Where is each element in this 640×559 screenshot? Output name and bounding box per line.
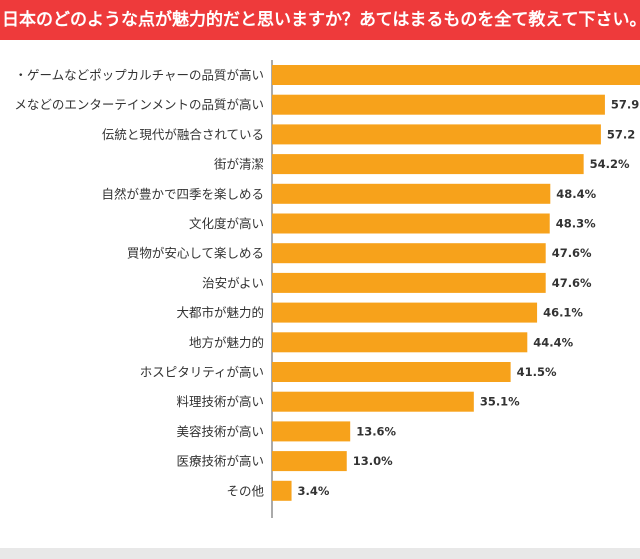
category-label-8: 大都市が魅力的 [176, 305, 264, 320]
bar-7 [272, 272, 546, 293]
category-label-0: ・ゲームなどポップカルチャーの品質が高い [14, 68, 264, 83]
value-label-11: 35.1% [480, 395, 520, 409]
value-label-2: 57.2 [607, 127, 635, 141]
value-label-5: 48.3% [556, 217, 596, 231]
category-label-7: 治安がよい [202, 275, 264, 290]
bar-13 [272, 451, 347, 472]
bar-2 [272, 124, 601, 145]
value-label-10: 41.5% [517, 365, 557, 379]
category-label-10: ホスピタリティが高い [140, 365, 264, 380]
bottom-strip [0, 548, 640, 559]
value-label-7: 47.6% [552, 276, 592, 290]
bar-3 [272, 154, 584, 175]
bar-5 [272, 213, 550, 234]
bar-6 [272, 243, 546, 264]
value-label-3: 54.2% [590, 157, 630, 171]
category-label-2: 伝統と現代が融合されている [102, 127, 264, 142]
value-label-13: 13.0% [353, 454, 393, 468]
category-label-12: 美容技術が高い [176, 424, 264, 439]
category-label-9: 地方が魅力的 [189, 335, 264, 350]
value-label-8: 46.1% [543, 306, 583, 320]
category-label-11: 料理技術が高い [176, 394, 264, 409]
category-label-6: 買物が安心して楽しめる [127, 246, 264, 261]
bar-12 [272, 421, 351, 442]
category-label-3: 街が清潔 [214, 157, 264, 172]
value-label-12: 13.6% [356, 424, 396, 438]
category-label-1: メなどのエンターテインメントの品質が高い [14, 97, 264, 112]
bar-4 [272, 183, 551, 204]
bar-chart: ・ゲームなどポップカルチャーの品質が高いメなどのエンターテインメントの品質が高い… [14, 60, 640, 518]
value-label-4: 48.4% [556, 187, 596, 201]
category-label-14: その他 [226, 483, 264, 498]
category-label-4: 自然が豊かで四季を楽しめる [101, 186, 264, 201]
chart-title: 日本のどのような点が魅力的だと思いますか？あてはまるものを全て教えて下さい。（複… [0, 0, 640, 40]
bar-0 [272, 65, 640, 85]
bar-10 [272, 362, 511, 382]
value-label-6: 47.6% [552, 246, 592, 260]
bar-1 [272, 94, 605, 115]
bar-11 [272, 391, 474, 412]
value-label-1: 57.9 [611, 98, 639, 112]
bar-8 [272, 302, 538, 323]
value-label-9: 44.4% [533, 335, 573, 349]
bar-14 [272, 480, 292, 501]
category-label-13: 医療技術が高い [176, 454, 264, 469]
bar-9 [272, 332, 528, 353]
category-label-5: 文化度が高い [189, 216, 264, 231]
value-label-14: 3.4% [298, 484, 330, 498]
